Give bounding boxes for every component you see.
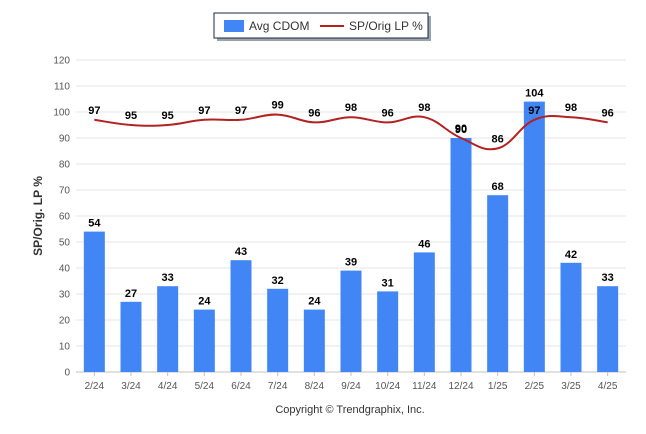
x-tick-label: 1/25 xyxy=(488,381,508,392)
bar-value-label: 27 xyxy=(125,288,137,300)
line-value-label: 99 xyxy=(272,100,284,112)
bar xyxy=(487,195,509,372)
line-value-label: 95 xyxy=(125,110,137,122)
line-value-label: 96 xyxy=(602,107,614,119)
y-tick-label: 0 xyxy=(64,368,70,379)
bar-value-label: 33 xyxy=(602,272,614,284)
bar-value-label: 39 xyxy=(345,257,357,269)
x-tick-label: 3/25 xyxy=(561,381,581,392)
bar xyxy=(413,252,435,372)
bar-value-label: 33 xyxy=(162,272,174,284)
bar xyxy=(120,301,142,372)
bar xyxy=(597,286,619,372)
bar-value-label: 68 xyxy=(492,181,504,193)
line-value-label: 97 xyxy=(198,105,210,117)
y-axis-label: SP/Orig. LP % xyxy=(31,176,45,256)
x-tick-label: 2/24 xyxy=(85,381,105,392)
line-value-label: 98 xyxy=(418,102,430,114)
legend-bar-swatch xyxy=(224,20,244,32)
y-tick-label: 60 xyxy=(59,212,71,223)
x-tick-label: 7/24 xyxy=(268,381,288,392)
bar xyxy=(560,262,582,372)
line-value-label: 97 xyxy=(235,105,247,117)
x-tick-label: 11/24 xyxy=(412,381,437,392)
x-tick-labels: 2/24 3/24 4/24 5/24 6/24 7/24 8/24 9/24 10/24 11/… xyxy=(85,372,618,392)
x-tick-label: 5/24 xyxy=(195,381,215,392)
bar xyxy=(450,138,472,372)
legend: Avg CDOM SP/Orig LP % xyxy=(213,12,431,41)
x-tick-label: 8/24 xyxy=(305,381,325,392)
bars xyxy=(83,101,619,372)
bar-value-label: 54 xyxy=(88,218,101,230)
bar xyxy=(230,260,252,372)
x-tick-label: 2/25 xyxy=(525,381,545,392)
line-value-label: 90 xyxy=(455,123,467,135)
line-value-label: 97 xyxy=(88,105,100,117)
y-tick-label: 30 xyxy=(59,290,71,301)
bar xyxy=(377,291,399,372)
copyright-credit: Copyright © Trendgraphix, Inc. xyxy=(275,404,424,416)
bar xyxy=(523,101,545,372)
bar-value-label: 32 xyxy=(272,275,284,287)
bar-value-label: 104 xyxy=(525,88,544,100)
line-value-label: 96 xyxy=(308,107,320,119)
legend-line-label: SP/Orig LP % xyxy=(349,19,423,33)
x-tick-label: 10/24 xyxy=(375,381,400,392)
bar xyxy=(83,231,105,372)
line-value-label: 95 xyxy=(162,110,174,122)
line-value-label: 98 xyxy=(565,102,577,114)
bar xyxy=(340,270,362,372)
bar-value-label: 46 xyxy=(418,238,430,250)
bar-value-label: 42 xyxy=(565,249,577,261)
y-tick-label: 110 xyxy=(54,82,70,93)
bar xyxy=(303,309,325,372)
y-tick-label: 90 xyxy=(59,134,71,145)
legend-bar-label: Avg CDOM xyxy=(249,19,309,33)
line-data-labels: 97 95 95 97 97 99 96 98 96 98 90 86 97 98 96 xyxy=(88,100,614,146)
line-value-label: 98 xyxy=(345,102,357,114)
line-value-label: 97 xyxy=(528,105,540,117)
y-tick-labels: 0 10 20 30 40 50 60 70 80 90 100 110 120 xyxy=(53,56,70,379)
line-value-label: 96 xyxy=(382,107,394,119)
y-tick-label: 80 xyxy=(59,160,71,171)
y-tick-label: 50 xyxy=(59,238,71,249)
bar-value-label: 90 xyxy=(455,124,467,136)
line-value-label: 86 xyxy=(492,133,504,145)
bar xyxy=(267,288,289,372)
x-tick-label: 4/25 xyxy=(598,381,618,392)
y-tick-label: 20 xyxy=(59,316,71,327)
y-tick-label: 120 xyxy=(53,56,70,67)
bar-data-labels: 54 27 33 24 43 32 24 39 31 46 90 68 104 42 33 xyxy=(88,88,614,308)
x-tick-label: 9/24 xyxy=(341,381,361,392)
bar-value-label: 24 xyxy=(198,296,211,308)
y-tick-label: 40 xyxy=(59,264,71,275)
x-tick-label: 12/24 xyxy=(448,381,473,392)
x-tick-label: 6/24 xyxy=(231,381,251,392)
bar-value-label: 31 xyxy=(382,277,394,289)
line-series xyxy=(94,113,608,151)
y-tick-label: 100 xyxy=(53,108,70,119)
x-tick-label: 4/24 xyxy=(158,381,178,392)
line-series-path xyxy=(94,113,608,151)
bar xyxy=(193,309,215,372)
bar-value-label: 24 xyxy=(308,296,321,308)
x-tick-label: 3/24 xyxy=(121,381,141,392)
y-tick-label: 10 xyxy=(59,342,71,353)
bar xyxy=(157,286,179,372)
y-tick-label: 70 xyxy=(59,186,71,197)
bar-value-label: 43 xyxy=(235,246,247,258)
